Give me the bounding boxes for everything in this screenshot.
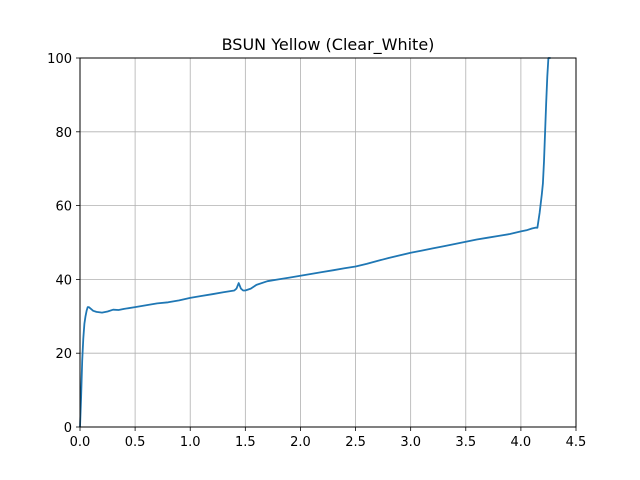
x-tick-label: 3.5 — [455, 435, 476, 450]
y-tick-label: 0 — [64, 421, 72, 436]
x-tick-label: 3.0 — [400, 435, 421, 450]
x-tick-label: 1.0 — [180, 435, 201, 450]
x-tick-label: 2.5 — [345, 435, 366, 450]
series-line — [79, 57, 551, 428]
x-tick-label: 0.0 — [70, 435, 91, 450]
x-tick-label: 0.5 — [125, 435, 146, 450]
y-tick-label: 100 — [47, 52, 72, 67]
y-tick-label: 60 — [55, 200, 72, 215]
plot-frame — [79, 57, 577, 428]
y-tick-label: 80 — [55, 126, 72, 141]
axis-ticks: 0.0 0.5 1.0 1.5 2.0 2.5 3.0 3.5 4.0 4.5 0 20 40 60 80 1… — [47, 52, 586, 450]
x-tick-label: 4.5 — [566, 435, 587, 450]
x-tick-label: 1.5 — [235, 435, 256, 450]
y-tick-label: 40 — [55, 273, 72, 288]
x-tick-label: 4.0 — [511, 435, 532, 450]
chart-title: BSUN Yellow (Clear_White) — [222, 35, 435, 55]
x-tick-label: 2.0 — [290, 435, 311, 450]
y-tick-label: 20 — [55, 347, 72, 362]
series-group — [79, 57, 551, 428]
